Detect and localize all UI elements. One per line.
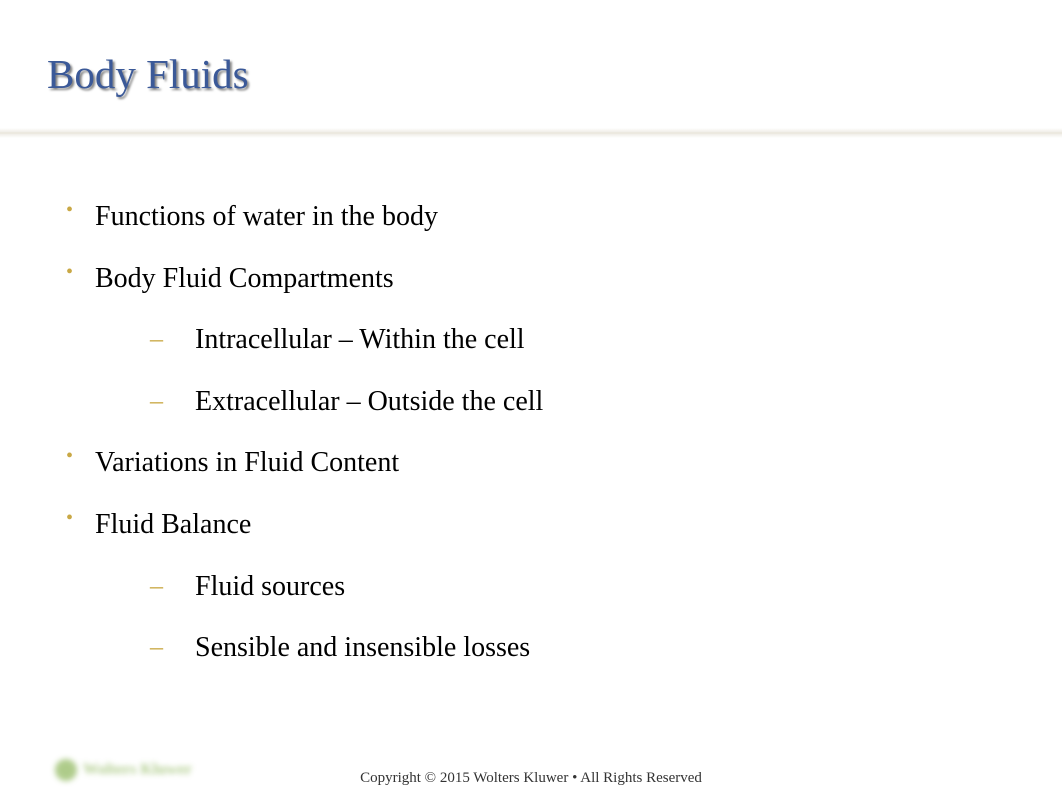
sub-item: Fluid sources bbox=[95, 570, 1000, 604]
bullet-item: Functions of water in the body bbox=[60, 200, 1000, 234]
title-divider bbox=[0, 128, 1062, 138]
bullet-item: Body Fluid CompartmentsIntracellular – W… bbox=[60, 262, 1000, 419]
bullet-item: Variations in Fluid Content bbox=[60, 446, 1000, 480]
slide-title: Body Fluids bbox=[47, 50, 249, 98]
sub-item: Intracellular – Within the cell bbox=[95, 323, 1000, 357]
sub-list: Intracellular – Within the cell Extracell… bbox=[95, 323, 1000, 418]
slide-content: Functions of water in the body Body Fluid… bbox=[60, 200, 1000, 693]
sub-item: Extracellular – Outside the cell bbox=[95, 385, 1000, 419]
sub-item: Sensible and insensible losses bbox=[95, 631, 1000, 665]
copyright-footer: Copyright © 2015 Wolters Kluwer • All Ri… bbox=[0, 770, 1062, 787]
bullet-list: Functions of water in the body Body Fluid… bbox=[60, 200, 1000, 665]
sub-list: Fluid sources Sensible and insensible los… bbox=[95, 570, 1000, 665]
bullet-item: Fluid BalanceFluid sourcesSensible and i… bbox=[60, 508, 1000, 665]
